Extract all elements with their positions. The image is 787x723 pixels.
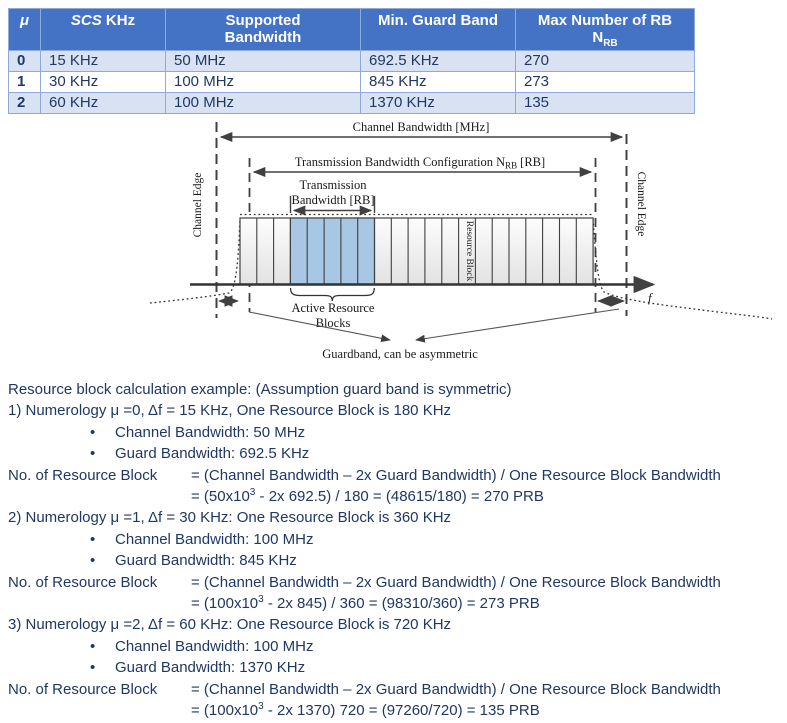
- example1-bullet-guard-bw: Guard Bandwidth: 692.5 KHz: [8, 443, 783, 464]
- table-row: 2 60 KHz 100 MHz 1370 KHz 135: [8, 92, 695, 114]
- nr-channel-bandwidth-diagram: Channel Bandwidth [MHz] Transmission Ban…: [149, 120, 773, 361]
- example1-formula: No. of Resource Block = (Channel Bandwid…: [8, 465, 783, 508]
- active-rb-label-line2: Blocks: [316, 316, 351, 330]
- cell-scs-2: 60 KHz: [40, 92, 166, 114]
- tx-bandwidth-label-line1: Transmission: [300, 178, 368, 192]
- tx-bandwidth-label-line2: Bandwidth [RB]: [292, 193, 375, 207]
- resource-block-label: Resource Block: [464, 221, 474, 282]
- scs-numerology-table: μ SCS KHz Supported Bandwidth Min. Guard…: [8, 8, 695, 114]
- example2-bullet-guard-bw: Guard Bandwidth: 845 KHz: [8, 550, 783, 571]
- cell-bw-0: 50 MHz: [165, 50, 361, 72]
- example1-heading: 1) Numerology μ =0, Δf = 15 KHz, One Res…: [8, 402, 452, 420]
- example2-formula-line2: = (100x103 - 2x 845) / 360 = (98310/360)…: [191, 594, 540, 613]
- example2-bullet-channel-bw: Channel Bandwidth: 100 MHz: [8, 529, 783, 550]
- channel-edge-left-label: Channel Edge: [192, 173, 204, 238]
- cell-guard-2: 1370 KHz: [360, 92, 516, 114]
- emission-mask-left: [149, 218, 241, 304]
- formula-label: No. of Resource Block: [8, 466, 158, 484]
- guardband-pointer-right: [415, 308, 620, 343]
- header-scs: SCS KHz: [40, 8, 166, 51]
- calc-intro: Resource block calculation example: (Ass…: [8, 381, 512, 398]
- cell-guard-1: 845 KHz: [360, 71, 516, 93]
- example2-formula: No. of Resource Block = (Channel Bandwid…: [8, 572, 783, 615]
- formula-label: No. of Resource Block: [8, 573, 158, 591]
- formula-label: No. of Resource Block: [8, 680, 158, 698]
- example2-formula-line1: = (Channel Bandwidth – 2x Guard Bandwidt…: [191, 573, 721, 591]
- example1-formula-line2: = (50x103 - 2x 692.5) / 180 = (48615/180…: [191, 487, 544, 506]
- tx-config-label: Transmission Bandwidth Configuration NRB…: [295, 155, 545, 171]
- example3-heading: 3) Numerology μ =2, Δf = 60 KHz: One Res…: [8, 616, 452, 634]
- cell-bw-1: 100 MHz: [165, 71, 361, 93]
- table-row: 1 30 KHz 100 MHz 845 KHz 273: [8, 71, 695, 93]
- guardband-pointer-left: [248, 311, 391, 343]
- emission-mask-right: [592, 218, 773, 320]
- channel-bandwidth-label: Channel Bandwidth [MHz]: [353, 120, 490, 134]
- guardband-label: Guardband, can be asymmetric: [322, 347, 478, 361]
- cell-scs-0: 15 KHz: [40, 50, 166, 72]
- active-rb-label-line1: Active Resource: [292, 301, 375, 315]
- header-mu: μ: [8, 8, 41, 51]
- example1-bullet-channel-bw: Channel Bandwidth: 50 MHz: [8, 422, 783, 443]
- example3-formula-line2: = (100x103 - 2x 1370) 720 = (97260/720) …: [191, 701, 540, 720]
- header-min-guard-band: Min. Guard Band: [360, 8, 516, 51]
- example3-formula: No. of Resource Block = (Channel Bandwid…: [8, 679, 783, 722]
- cell-mu-1: 1: [8, 71, 41, 93]
- active-rb-brace: [289, 287, 375, 302]
- example3-bullet-guard-bw: Guard Bandwidth: 1370 KHz: [8, 657, 783, 678]
- cell-bw-2: 100 MHz: [165, 92, 361, 114]
- table-row: 0 15 KHz 50 MHz 692.5 KHz 270: [8, 50, 695, 72]
- exponent: 3: [258, 594, 264, 606]
- cell-rb-0: 270: [515, 50, 695, 72]
- cell-rb-1: 273: [515, 71, 695, 93]
- active-resource-blocks: [289, 217, 376, 286]
- example2-heading: 2) Numerology μ =1, Δf = 30 KHz: One Res…: [8, 509, 452, 527]
- exponent: 3: [249, 487, 256, 499]
- cell-guard-0: 692.5 KHz: [360, 50, 516, 72]
- example3-formula-line1: = (Channel Bandwidth – 2x Guard Bandwidt…: [191, 680, 721, 698]
- calculation-notes: Resource block calculation example: (Ass…: [8, 379, 783, 722]
- exponent: 3: [258, 701, 264, 713]
- table-header-row: μ SCS KHz Supported Bandwidth Min. Guard…: [8, 8, 695, 51]
- cell-rb-2: 135: [515, 92, 695, 114]
- channel-edge-right-label: Channel Edge: [635, 172, 647, 237]
- cell-mu-2: 2: [8, 92, 41, 114]
- resource-block-separators: [256, 218, 577, 285]
- frequency-axis-label: f: [648, 290, 654, 305]
- header-max-rb: Max Number of RB NRB: [515, 8, 695, 51]
- tx-config-subscript: RB: [505, 161, 517, 171]
- header-max-rb-subscript: RB: [603, 38, 618, 49]
- cell-scs-1: 30 KHz: [40, 71, 166, 93]
- cell-mu-0: 0: [8, 50, 41, 72]
- header-supported-bandwidth: Supported Bandwidth: [165, 8, 361, 51]
- example1-formula-line1: = (Channel Bandwidth – 2x Guard Bandwidt…: [191, 466, 721, 484]
- example3-bullet-channel-bw: Channel Bandwidth: 100 MHz: [8, 636, 783, 657]
